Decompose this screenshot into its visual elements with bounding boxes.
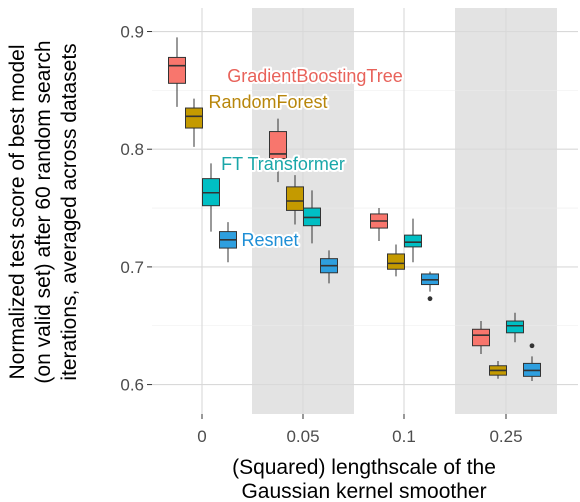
box-gradientboostingtree-0.25 [472, 321, 490, 354]
box-body [185, 107, 203, 129]
box-body [168, 56, 186, 84]
box-ft-transformer-0.05 [303, 190, 321, 244]
outlier-point [427, 296, 433, 302]
series-label-randomforest: RandomForest [208, 92, 327, 112]
box-resnet-0.25 [523, 343, 541, 382]
box-ft-transformer-0.25 [506, 312, 524, 343]
x-axis-title-line: (Squared) lengthscale of the [232, 456, 496, 479]
x-tick-label: 0.1 [392, 427, 416, 446]
grid-lines [152, 8, 578, 414]
box-randomforest-0 [185, 98, 203, 147]
x-tick-label: 0.05 [286, 427, 319, 446]
series-label-resnet: Resnet [241, 230, 298, 250]
series-label-gradientboostingtree: GradientBoostingTree [227, 66, 402, 86]
box-randomforest-0.05 [286, 175, 304, 225]
y-axis-title-line: iterations, averaged across datasets [58, 43, 81, 380]
box-gradientboostingtree-0.05 [269, 118, 287, 183]
box-ft-transformer-0 [202, 163, 220, 232]
box-randomforest-0.1 [387, 244, 405, 277]
box-resnet-0.05 [320, 250, 338, 284]
x-tick-label: 0.25 [489, 427, 522, 446]
y-tick-label: 0.7 [120, 258, 144, 277]
box-body [472, 328, 490, 347]
box-resnet-0 [219, 222, 237, 263]
box-body [404, 234, 422, 248]
y-tick-label: 0.6 [120, 376, 144, 395]
box-randomforest-0.25 [489, 361, 507, 379]
y-tick-label: 0.8 [120, 140, 144, 159]
series-labels: GradientBoostingTree RandomForest FT Trans… [206, 64, 404, 252]
box-resnet-0.1 [421, 271, 439, 302]
box-series [168, 37, 541, 382]
box-gradientboostingtree-0 [168, 37, 186, 107]
x-axis-title-line: Gaussian kernel smoother [241, 480, 486, 502]
axis-ticks: 0.6 0.7 0.8 0.9 0 0.05 0.1 0.25 [120, 23, 522, 446]
box-gradientboostingtree-0.1 [370, 208, 388, 242]
y-tick-label: 0.9 [120, 23, 144, 42]
box-body [387, 253, 405, 270]
series-label-ft-transformer: FT Transformer [221, 154, 345, 174]
box-body [286, 186, 304, 211]
box-body [269, 131, 287, 160]
y-axis-title-line: Normalized test score of best model [6, 45, 29, 380]
x-tick-label: 0 [197, 427, 206, 446]
outlier-point [529, 343, 535, 349]
box-ft-transformer-0.1 [404, 218, 422, 263]
box-body [506, 320, 524, 334]
y-axis-title-line: (on valid set) after 60 random search [32, 40, 55, 383]
